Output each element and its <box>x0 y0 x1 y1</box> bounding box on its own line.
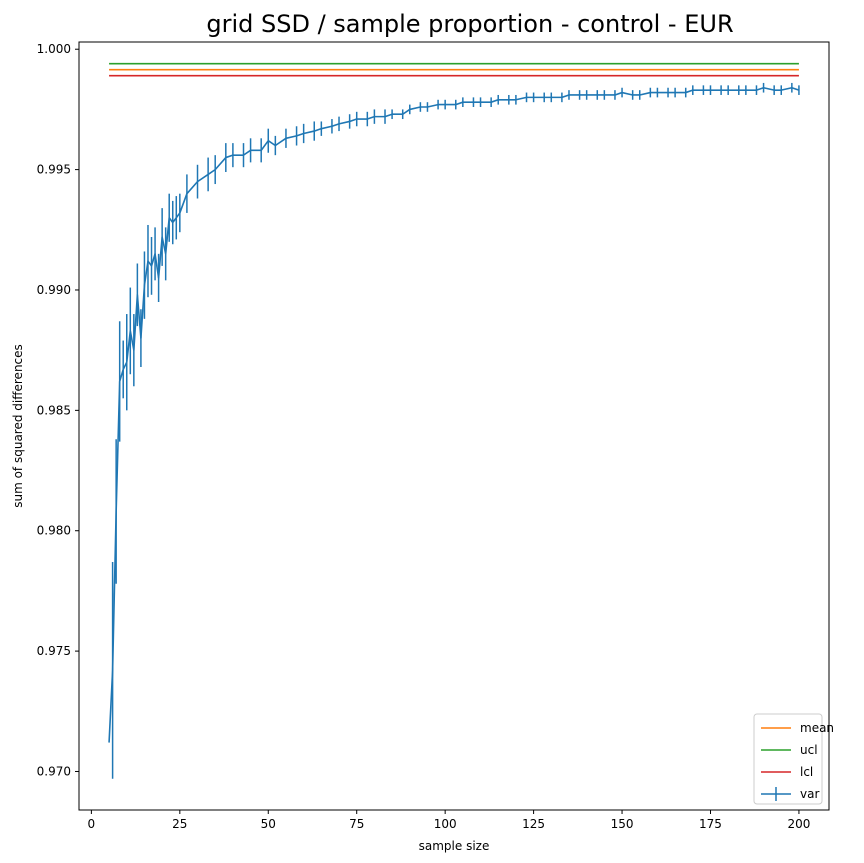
y-tick-label: 0.990 <box>37 283 71 297</box>
x-tick-label: 175 <box>699 817 722 831</box>
var-series-line <box>108 86 800 743</box>
y-tick-label: 0.975 <box>37 644 71 658</box>
x-axis: 0 25 50 75 100 125 150 175 200 <box>88 810 810 831</box>
x-tick-label: 0 <box>88 817 96 831</box>
legend: mean ucl lcl var <box>753 713 834 805</box>
y-axis: 0.970 0.975 0.980 0.985 0.990 0.995 1.000 <box>37 42 79 778</box>
y-tick-label: 1.000 <box>37 42 71 56</box>
x-tick-label: 75 <box>349 817 364 831</box>
x-tick-label: 150 <box>611 817 634 831</box>
reference-lines <box>109 62 799 77</box>
y-axis-label: sum of squared differences <box>11 344 25 508</box>
chart-title: grid SSD / sample proportion - control -… <box>206 10 733 38</box>
x-tick-label: 125 <box>522 817 545 831</box>
legend-box <box>753 713 823 805</box>
y-tick-label: 0.970 <box>37 764 71 778</box>
x-tick-label: 100 <box>434 817 457 831</box>
legend-label-lcl: lcl <box>800 765 813 779</box>
x-tick-label: 50 <box>261 817 276 831</box>
x-axis-label: sample size <box>419 839 490 853</box>
legend-label-var: var <box>800 787 819 801</box>
legend-label-ucl: ucl <box>800 743 818 757</box>
legend-label-mean: mean <box>800 721 834 735</box>
y-tick-label: 0.985 <box>37 403 71 417</box>
y-tick-label: 0.980 <box>37 524 71 538</box>
x-tick-label: 200 <box>787 817 810 831</box>
plot-frame <box>78 41 830 811</box>
x-tick-label: 25 <box>172 817 187 831</box>
series-layer <box>108 82 800 779</box>
y-tick-label: 0.995 <box>37 163 71 177</box>
